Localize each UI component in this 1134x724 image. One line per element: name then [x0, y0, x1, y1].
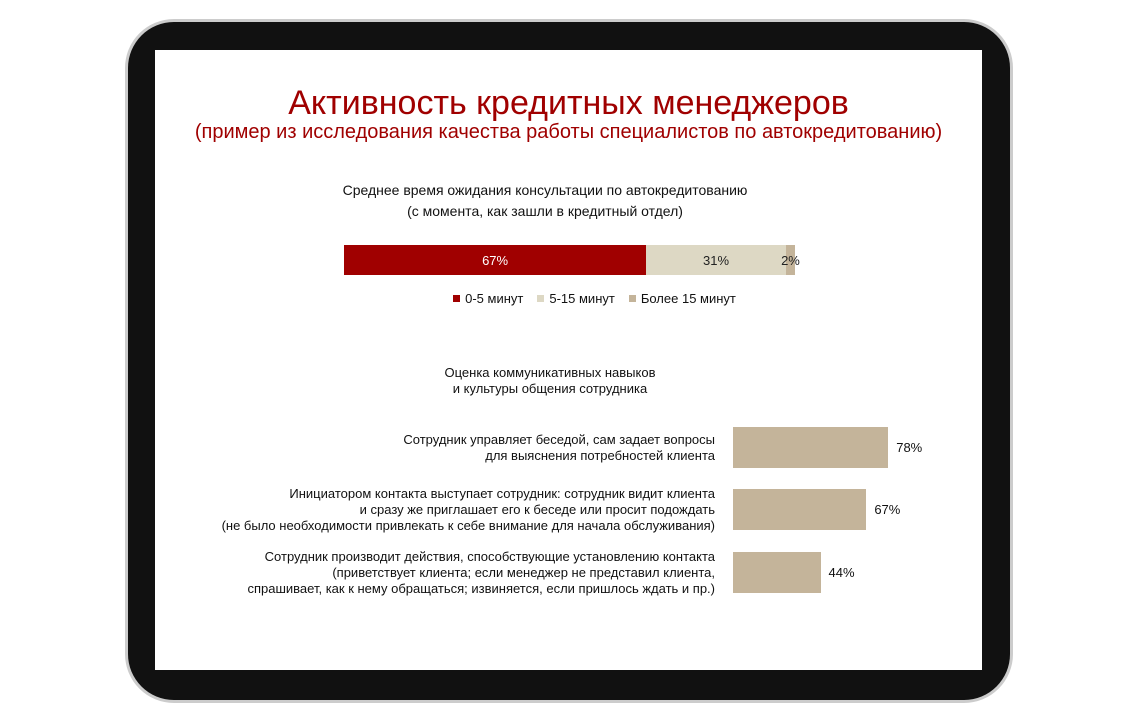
category-label: Сотрудник управляет беседой, сам задает …	[403, 431, 715, 463]
legend-label: 5-15 минут	[549, 291, 615, 306]
bar-segment	[646, 245, 786, 275]
bar	[733, 427, 889, 468]
legend-item: 5-15 минут	[537, 291, 615, 306]
legend-swatch	[628, 295, 636, 302]
legend-label: Более 15 минут	[640, 291, 736, 306]
legend-label: 0-5 минут	[465, 291, 524, 306]
value-label: 67%	[874, 502, 901, 517]
slide-title: Активность кредитных менеджеров	[288, 84, 849, 122]
slide-subtitle: (пример из исследования качества работы …	[194, 121, 943, 143]
bar	[733, 552, 821, 593]
slide	[155, 50, 982, 670]
chart-title: Среднее время ожидания консультации по а…	[342, 182, 748, 198]
chart-subtitle: (с момента, как зашли в кредитный отдел)	[407, 203, 683, 219]
value-label: 31%	[703, 253, 730, 268]
legend-item: 0-5 минут	[453, 291, 523, 306]
value-label: 44%	[828, 565, 855, 580]
value-label: 67%	[482, 253, 509, 268]
bar-segment	[344, 245, 647, 275]
legend-item: Более 15 минут	[628, 291, 736, 306]
legend-swatch	[537, 295, 545, 302]
chart-title: Оценка коммуникативных навыков и культур…	[444, 365, 656, 396]
category-label: Сотрудник производит действия, способств…	[247, 548, 715, 596]
bar-segment	[785, 245, 795, 275]
bar	[733, 489, 867, 530]
legend-swatch	[453, 295, 461, 302]
legend: 0-5 минут 5-15 минут Более 15 минут	[344, 291, 845, 306]
value-label: 2%	[781, 253, 800, 268]
category-label: Инициатором контакта выступает сотрудник…	[221, 485, 715, 533]
value-label: 78%	[896, 440, 923, 455]
